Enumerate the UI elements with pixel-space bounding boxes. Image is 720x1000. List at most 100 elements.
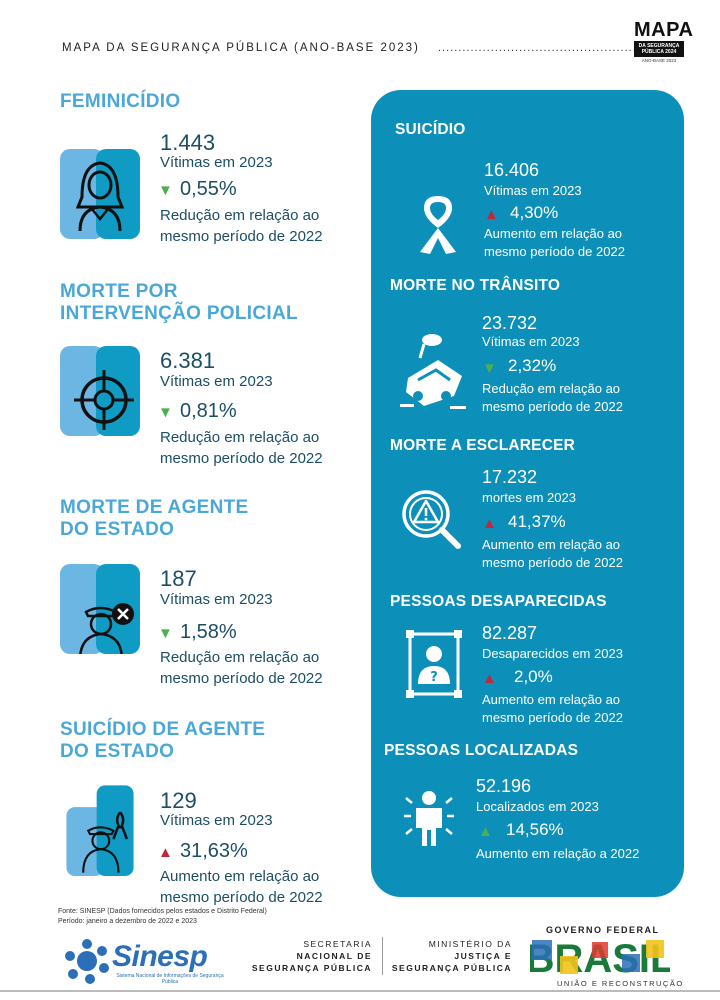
header-dots: ........................................…: [438, 42, 637, 54]
source-note: Fonte: SINESP (Dados fornecidos pelos es…: [58, 907, 267, 927]
section-title-line: DO ESTADO: [60, 519, 175, 540]
agente-title: MORTE DE AGENTE DO ESTADO: [60, 497, 249, 541]
esclarecer-sub: mortes em 2023: [482, 490, 576, 505]
esclarecer-number: 17.232: [482, 467, 538, 487]
org-line: NACIONAL DE: [296, 951, 372, 961]
org-line: SEGURANÇA PÚBLICA: [251, 963, 372, 973]
down-arrow-icon: ▼: [158, 625, 173, 642]
desaparecidas-desc1: Aumento em relação ao: [482, 692, 621, 707]
page-title: MAPA DA SEGURANÇA PÚBLICA (ANO-BASE 2023…: [62, 42, 420, 54]
section-title-line: SUICÍDIO DE AGENTE: [60, 719, 266, 740]
intervencao-number: 6.381: [160, 348, 216, 373]
intervencao-pct: 0,81%: [180, 400, 237, 422]
down-arrow-icon: ▼: [158, 182, 173, 199]
ribbon-icon: [420, 196, 456, 254]
ministerio-label: MINISTÉRIO DA JUSTIÇA E SEGURANÇA PÚBLIC…: [384, 938, 512, 974]
mapa-logo-year: ANO-BASE 2023: [641, 58, 677, 63]
esclarecer-title: MORTE A ESCLARECER: [390, 437, 576, 454]
source-line: Fonte: SINESP (Dados fornecidos pelos es…: [58, 908, 267, 915]
section-title-line: INTERVENÇÃO POLICIAL: [60, 303, 298, 324]
org-line: MINISTÉRIO DA: [428, 939, 512, 949]
transito-sub: Vítimas em 2023: [482, 334, 580, 349]
org-line: JUSTIÇA E: [454, 951, 512, 961]
esclarecer-desc2: mesmo período de 2022: [482, 555, 623, 570]
mapa-logo-box: DA SEGURANÇA PÚBLICA 2024: [634, 41, 684, 57]
suicidio-agente-pct: 31,63%: [180, 840, 248, 862]
desaparecidas-number: 82.287: [482, 623, 538, 643]
down-arrow-icon: ▼: [482, 360, 497, 377]
up-arrow-icon: ▲: [158, 844, 173, 861]
transito-number: 23.732: [482, 313, 538, 333]
sinesp-logo-icon: [65, 939, 109, 984]
org-line: SECRETARIA: [303, 939, 372, 949]
localizadas-title: PESSOAS LOCALIZADAS: [384, 742, 579, 759]
suicidio-agente-number: 129: [160, 788, 197, 813]
missing-person-icon: ?: [406, 630, 462, 698]
localizadas-number: 52.196: [476, 776, 532, 796]
woman-icon: [60, 149, 140, 239]
intervencao-desc1: Redução em relação ao: [160, 429, 320, 446]
desaparecidas-pct: 2,0%: [514, 667, 553, 686]
localizadas-sub: Localizados em 2023: [476, 799, 599, 814]
agente-desc1: Redução em relação ao: [160, 649, 320, 666]
agente-pct: 1,58%: [180, 621, 237, 643]
found-person-icon: [404, 791, 454, 846]
section-title-line: MORTE DE AGENTE: [60, 497, 249, 518]
car-crash-icon: [400, 334, 466, 409]
feminicidio-desc2: mesmo período de 2022: [160, 228, 323, 245]
org-line: SEGURANÇA PÚBLICA: [391, 963, 512, 973]
officer-ribbon-icon: [66, 785, 134, 876]
magnifier-warning-icon: [402, 490, 461, 549]
section-title-line: FEMINICÍDIO: [60, 91, 181, 112]
transito-desc2: mesmo período de 2022: [482, 399, 623, 414]
sinesp-subtitle: Sistema Nacional de Informações de Segur…: [116, 973, 224, 985]
suicidio-agente-desc1: Aumento em relação ao: [160, 868, 320, 885]
localizadas-desc1: Aumento em relação a 2022: [476, 846, 640, 861]
suicidio-number: 16.406: [484, 160, 540, 180]
agente-sub: Vítimas em 2023: [160, 591, 273, 608]
officer-x-icon: [60, 564, 140, 654]
transito-pct: 2,32%: [508, 356, 557, 375]
gov-federal-label: GOVERNO FEDERAL: [546, 925, 660, 935]
feminicidio-sub: Vítimas em 2023: [160, 154, 273, 171]
transito-title: MORTE NO TRÂNSITO: [390, 277, 561, 294]
up-arrow-icon: ▲: [484, 206, 499, 223]
footer-divider: [382, 937, 383, 975]
esclarecer-pct: 41,37%: [508, 512, 566, 531]
suicidio-desc1: Aumento em relação ao: [484, 226, 623, 241]
suicidio-agente-sub: Vítimas em 2023: [160, 812, 273, 829]
section-title-line: MORTE POR: [60, 281, 178, 302]
esclarecer-desc1: Aumento em relação ao: [482, 537, 621, 552]
agente-number: 187: [160, 566, 197, 591]
period-line: Período: janeiro a dezembro de 2022 e 20…: [58, 918, 197, 925]
suicidio-title: SUICÍDIO: [395, 121, 466, 138]
feminicidio-number: 1.443: [160, 130, 216, 155]
up-arrow-icon: ▲: [482, 515, 497, 532]
suicidio-agente-desc2: mesmo período de 2022: [160, 889, 323, 906]
desaparecidas-title: PESSOAS DESAPARECIDAS: [390, 593, 607, 610]
feminicidio-title: FEMINICÍDIO: [60, 91, 180, 113]
localizadas-pct: 14,56%: [506, 820, 564, 839]
uniao-reconstrucao-label: UNIÃO E RECONSTRUÇÃO: [557, 979, 684, 988]
up-arrow-icon: ▲: [482, 670, 497, 687]
intervencao-desc2: mesmo período de 2022: [160, 450, 323, 467]
secretaria-label: SECRETARIA NACIONAL DE SEGURANÇA PÚBLICA: [242, 938, 372, 974]
footer-divider-line: [0, 990, 720, 992]
mapa-logo-title: MAPA: [634, 19, 694, 41]
transito-desc1: Redução em relação ao: [482, 381, 621, 396]
up-arrow-green-icon: ▲: [478, 823, 493, 840]
agente-desc2: mesmo período de 2022: [160, 670, 323, 687]
suicidio-desc2: mesmo período de 2022: [484, 244, 625, 259]
desaparecidas-desc2: mesmo período de 2022: [482, 710, 623, 725]
intervencao-title: MORTE POR INTERVENÇÃO POLICIAL: [60, 281, 298, 325]
mapa-logo: MAPA DA SEGURANÇA PÚBLICA 2024 ANO-BASE …: [634, 19, 694, 63]
section-title-line: DO ESTADO: [60, 741, 175, 762]
feminicidio-pct: 0,55%: [180, 178, 237, 200]
suicidio-agente-title: SUICÍDIO DE AGENTE DO ESTADO: [60, 719, 265, 763]
brasil-logo: BRASIL: [530, 937, 670, 978]
suicidio-pct: 4,30%: [510, 203, 559, 222]
feminicidio-desc1: Redução em relação ao: [160, 207, 320, 224]
desaparecidas-sub: Desaparecidos em 2023: [482, 646, 623, 661]
sinesp-wordmark: Sinesp: [112, 940, 208, 973]
down-arrow-icon: ▼: [158, 404, 173, 421]
